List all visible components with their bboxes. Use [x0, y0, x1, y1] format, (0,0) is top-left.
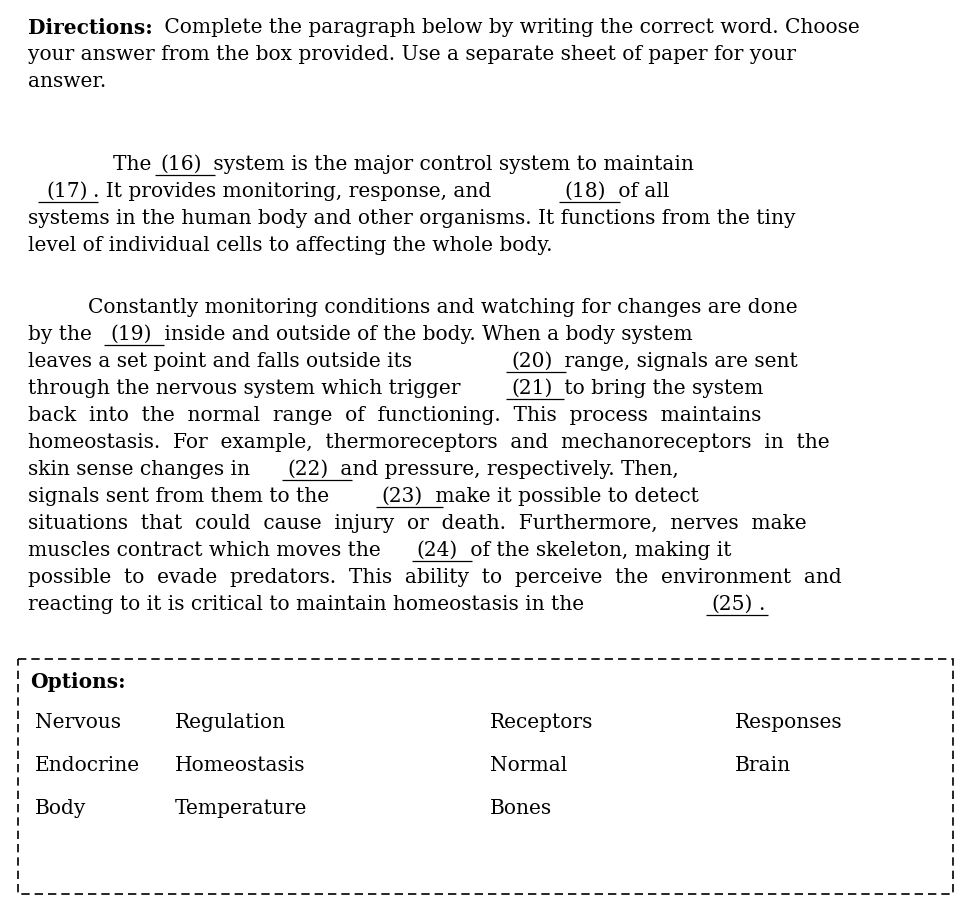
- Text: inside and outside of the body. When a body system: inside and outside of the body. When a b…: [157, 325, 692, 344]
- Text: Temperature: Temperature: [175, 798, 308, 817]
- Text: (18): (18): [564, 182, 606, 201]
- Text: Receptors: Receptors: [490, 712, 593, 731]
- Text: by the: by the: [28, 325, 98, 344]
- Text: The: The: [113, 155, 157, 174]
- Text: .: .: [758, 594, 765, 613]
- Text: (21): (21): [511, 379, 552, 398]
- Text: (20): (20): [511, 352, 552, 371]
- Text: signals sent from them to the: signals sent from them to the: [28, 486, 336, 505]
- Text: make it possible to detect: make it possible to detect: [428, 486, 698, 505]
- Text: possible  to  evade  predators.  This  ability  to  perceive  the  environment  : possible to evade predators. This abilit…: [28, 567, 842, 586]
- Text: (17): (17): [46, 182, 87, 201]
- Text: reacting to it is critical to maintain homeostasis in the: reacting to it is critical to maintain h…: [28, 594, 590, 613]
- Text: to bring the system: to bring the system: [558, 379, 763, 398]
- Text: muscles contract which moves the: muscles contract which moves the: [28, 540, 387, 559]
- Text: Endocrine: Endocrine: [35, 755, 140, 774]
- Text: back  into  the  normal  range  of  functioning.  This  process  maintains: back into the normal range of functionin…: [28, 406, 761, 425]
- Text: skin sense changes in: skin sense changes in: [28, 459, 256, 478]
- Text: of the skeleton, making it: of the skeleton, making it: [464, 540, 731, 559]
- Text: Body: Body: [35, 798, 86, 817]
- Text: answer.: answer.: [28, 72, 106, 91]
- Text: Bones: Bones: [490, 798, 552, 817]
- Text: your answer from the box provided. Use a separate sheet of paper for your: your answer from the box provided. Use a…: [28, 45, 796, 64]
- Text: (25): (25): [712, 594, 753, 613]
- Text: Directions:: Directions:: [28, 18, 152, 38]
- Text: systems in the human body and other organisms. It functions from the tiny: systems in the human body and other orga…: [28, 208, 795, 227]
- Text: situations  that  could  cause  injury  or  death.  Furthermore,  nerves  make: situations that could cause injury or de…: [28, 513, 807, 532]
- Text: (22): (22): [287, 459, 328, 478]
- Text: (24): (24): [417, 540, 458, 559]
- Text: range, signals are sent: range, signals are sent: [558, 352, 798, 371]
- Text: Constantly monitoring conditions and watching for changes are done: Constantly monitoring conditions and wat…: [88, 298, 797, 317]
- Text: (23): (23): [382, 486, 422, 505]
- Text: Responses: Responses: [735, 712, 843, 731]
- Text: through the nervous system which trigger: through the nervous system which trigger: [28, 379, 467, 398]
- Text: system is the major control system to maintain: system is the major control system to ma…: [207, 155, 694, 174]
- Text: leaves a set point and falls outside its: leaves a set point and falls outside its: [28, 352, 419, 371]
- Text: (19): (19): [111, 325, 152, 344]
- Text: level of individual cells to affecting the whole body.: level of individual cells to affecting t…: [28, 235, 552, 254]
- Text: Homeostasis: Homeostasis: [175, 755, 306, 774]
- Text: Complete the paragraph below by writing the correct word. Choose: Complete the paragraph below by writing …: [157, 18, 859, 37]
- Text: homeostasis.  For  example,  thermoreceptors  and  mechanoreceptors  in  the: homeostasis. For example, thermoreceptor…: [28, 433, 829, 452]
- Text: of all: of all: [612, 182, 669, 201]
- Text: Regulation: Regulation: [175, 712, 286, 731]
- Text: Normal: Normal: [490, 755, 567, 774]
- Text: Nervous: Nervous: [35, 712, 121, 731]
- Text: and pressure, respectively. Then,: and pressure, respectively. Then,: [334, 459, 679, 478]
- Text: (16): (16): [160, 155, 202, 174]
- Text: Options:: Options:: [30, 671, 125, 691]
- Text: Brain: Brain: [735, 755, 791, 774]
- Text: . It provides monitoring, response, and: . It provides monitoring, response, and: [93, 182, 498, 201]
